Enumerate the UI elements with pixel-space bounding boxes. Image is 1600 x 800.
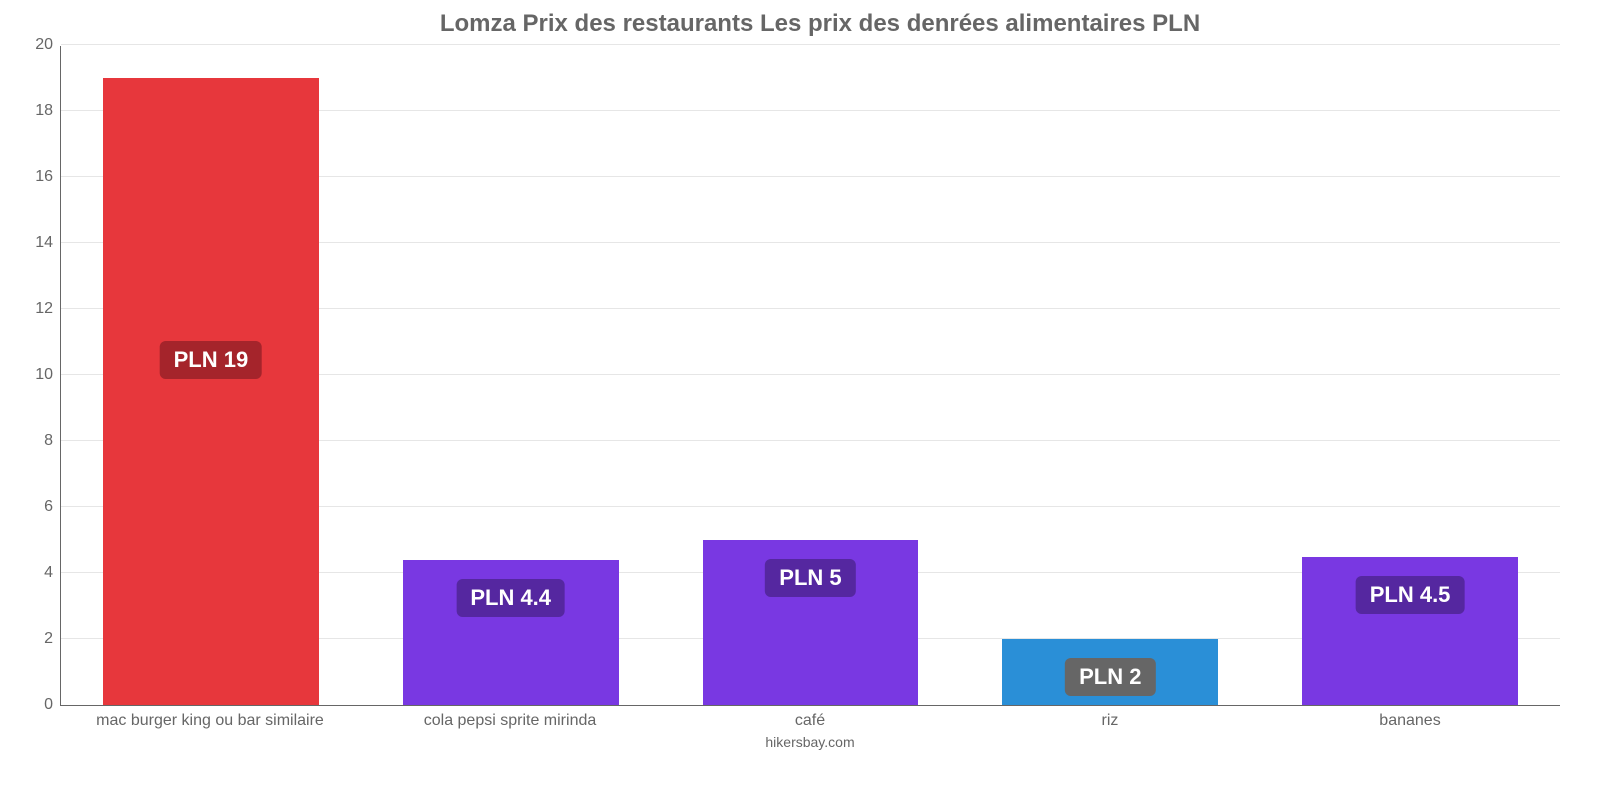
gridline — [61, 44, 1560, 45]
y-tick-label: 20 — [35, 36, 61, 54]
x-axis-label: café — [660, 712, 960, 730]
plot-area: PLN 19PLN 4.4PLN 5PLN 2PLN 4.5 024681012… — [60, 46, 1560, 706]
y-tick-label: 10 — [35, 366, 61, 384]
value-badge: PLN 4.5 — [1356, 576, 1465, 614]
bar: PLN 5 — [703, 540, 919, 705]
bar-slot: PLN 4.4 — [361, 46, 661, 705]
bar-slot: PLN 4.5 — [1260, 46, 1560, 705]
bar-slot: PLN 2 — [960, 46, 1260, 705]
bars-row: PLN 19 PLN 4.4 PLN 5 PLN 2 PLN 4.5 — [61, 46, 1560, 705]
x-axis-label: bananes — [1260, 712, 1560, 730]
bar-slot: PLN 19 — [61, 46, 361, 705]
x-axis-label: cola pepsi sprite mirinda — [360, 712, 660, 730]
value-badge: PLN 4.4 — [456, 579, 565, 617]
value-badge: PLN 5 — [765, 559, 855, 597]
y-tick-label: 18 — [35, 102, 61, 120]
y-tick-label: 4 — [44, 564, 61, 582]
bar: PLN 2 — [1002, 639, 1218, 705]
x-axis-labels: mac burger king ou bar similairecola pep… — [60, 712, 1560, 730]
chart-container: Lomza Prix des restaurants Les prix des … — [0, 0, 1600, 800]
y-tick-label: 8 — [44, 432, 61, 450]
bar: PLN 4.4 — [403, 560, 619, 705]
y-tick-label: 12 — [35, 300, 61, 318]
x-axis-label: riz — [960, 712, 1260, 730]
y-tick-label: 2 — [44, 630, 61, 648]
x-axis-label: mac burger king ou bar similaire — [60, 712, 360, 730]
value-badge: PLN 19 — [160, 341, 263, 379]
y-tick-label: 0 — [44, 696, 61, 714]
source-label: hikersbay.com — [60, 734, 1560, 750]
bar-slot: PLN 5 — [661, 46, 961, 705]
bar: PLN 19 — [103, 78, 319, 705]
bar: PLN 4.5 — [1302, 557, 1518, 706]
y-tick-label: 16 — [35, 168, 61, 186]
value-badge: PLN 2 — [1065, 658, 1155, 696]
y-tick-label: 6 — [44, 498, 61, 516]
y-tick-label: 14 — [35, 234, 61, 252]
chart-title: Lomza Prix des restaurants Les prix des … — [60, 10, 1580, 38]
